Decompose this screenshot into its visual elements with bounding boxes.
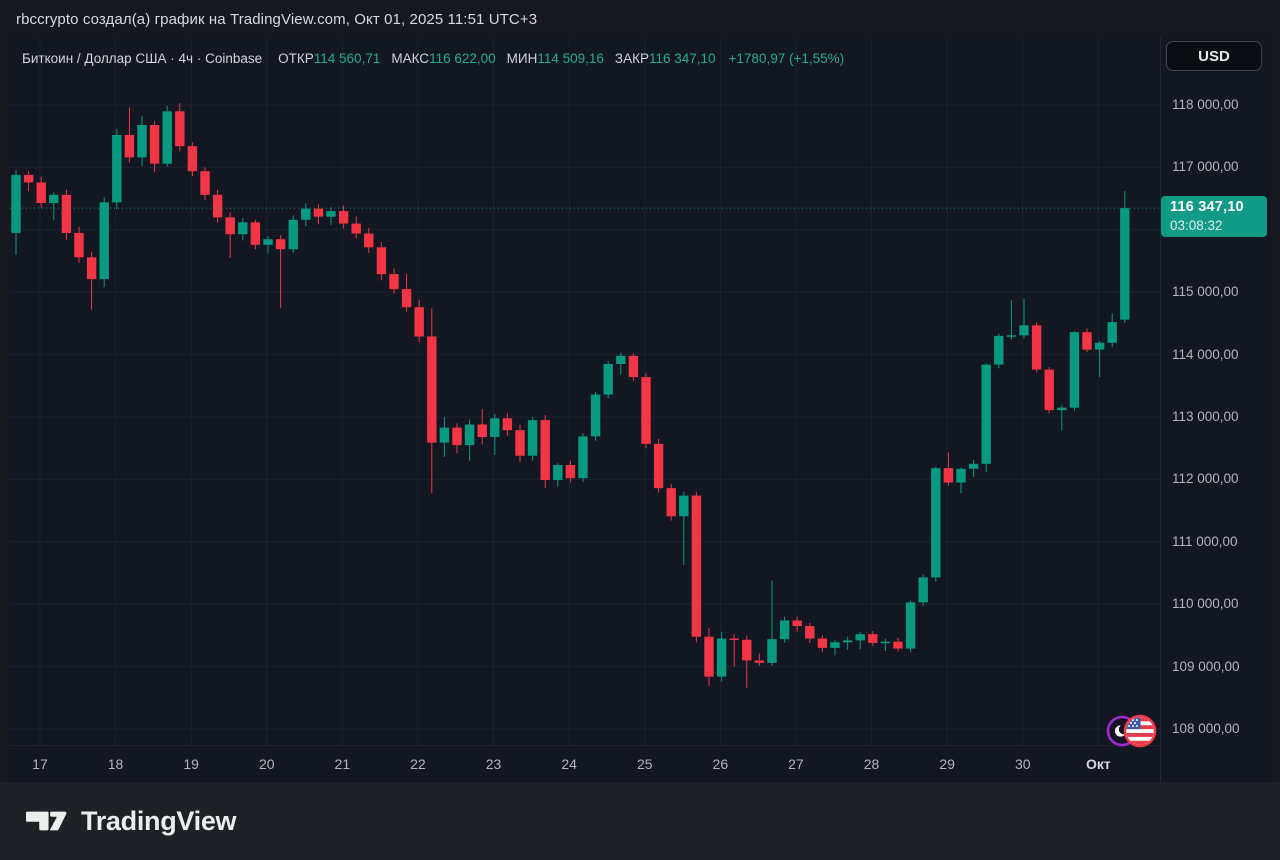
time-axis-label: 20 xyxy=(258,756,275,772)
brand-bar: TradingView xyxy=(0,782,1280,860)
open-label: ОТКР xyxy=(278,50,314,66)
price-axis-label: 114 000,00 xyxy=(1172,346,1239,362)
close-value: 116 347,10 xyxy=(648,50,716,66)
tradingview-link[interactable]: TradingView xyxy=(26,804,237,838)
time-axis-label: 30 xyxy=(1014,756,1031,772)
last-price-label: 116 347,10 03:08:32 xyxy=(1161,196,1267,238)
low-value: 114 509,16 xyxy=(537,50,604,66)
high-label: МАКС xyxy=(391,50,430,66)
change-value: +1780,97 (+1,55%) xyxy=(728,50,845,66)
time-axis-label: 28 xyxy=(863,756,880,772)
time-axis-label: 27 xyxy=(788,756,804,772)
time-axis-label: 18 xyxy=(107,756,124,772)
time-axis-label: 24 xyxy=(561,756,577,772)
candle-countdown: 03:08:32 xyxy=(1170,218,1223,234)
brand-text: TradingView xyxy=(81,805,237,836)
price-axis-label: 111 000,00 xyxy=(1172,533,1238,549)
chart-legend: Биткоин / Доллар США · 4ч · Coinbase ОТК… xyxy=(22,48,844,68)
price-axis-label: 108 000,00 xyxy=(1172,721,1240,737)
time-axis-label: 19 xyxy=(183,756,199,772)
candlestick-chart xyxy=(10,38,1161,782)
price-axis-label: 117 000,00 xyxy=(1172,159,1239,175)
close-label: ЗАКР xyxy=(614,50,649,66)
price-axis-label: 109 000,00 xyxy=(1172,658,1240,674)
symbol-title: Биткоин / Доллар США · 4ч · Coinbase xyxy=(22,50,263,66)
price-axis-label: 118 000,00 xyxy=(1172,97,1239,113)
price-axis-label: 115 000,00 xyxy=(1172,284,1239,300)
time-axis-label: 26 xyxy=(712,756,729,772)
chart-card: Биткоин / Доллар США · 4ч · Coinbase ОТК… xyxy=(10,38,1270,782)
price-axis-label: 113 000,00 xyxy=(1172,409,1239,425)
open-value: 114 560,71 xyxy=(313,50,381,66)
low-label: МИН xyxy=(506,50,538,66)
last-price-value: 116 347,10 xyxy=(1170,199,1244,216)
attribution-text: rbccrypto создал(а) график на TradingVie… xyxy=(16,10,538,28)
time-axis-label: 23 xyxy=(485,756,502,772)
time-axis-label: 17 xyxy=(32,756,48,772)
tradingview-logo xyxy=(26,811,67,831)
high-value: 116 622,00 xyxy=(429,50,496,66)
currency-toggle-button[interactable]: USD xyxy=(1166,41,1262,71)
time-axis-label: 22 xyxy=(410,756,426,772)
time-axis-label: Окт xyxy=(1085,756,1111,772)
time-axis-label: 29 xyxy=(939,756,955,772)
price-axis-label: 110 000,00 xyxy=(1172,596,1239,612)
symbol-pair-icons xyxy=(1102,713,1158,754)
time-axis-label: 25 xyxy=(636,756,653,772)
price-axis-label: 112 000,00 xyxy=(1172,471,1239,487)
time-axis-label: 21 xyxy=(334,756,351,772)
us-flag-icon xyxy=(1123,714,1157,748)
attribution-bar: rbccrypto создал(а) график на TradingVie… xyxy=(0,0,1280,38)
